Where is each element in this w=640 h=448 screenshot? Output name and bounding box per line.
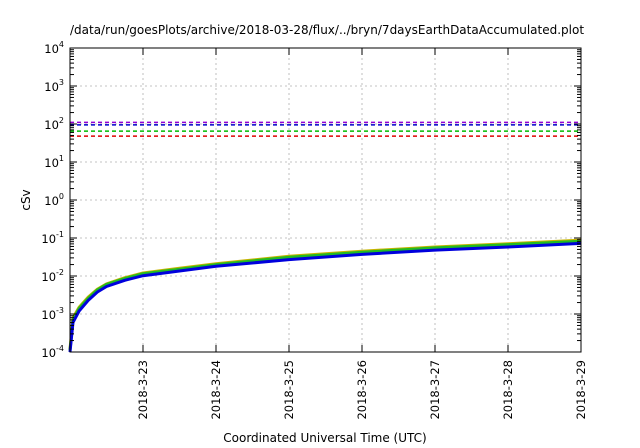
series-line [68,241,582,353]
y-tick-label: 104 [44,40,64,56]
y-tick-label: 102 [44,116,64,132]
threshold-lines [70,121,581,137]
y-tick-label: 10-4 [41,344,64,360]
chart-title: /data/run/goesPlots/archive/2018-03-28/f… [70,23,584,37]
x-tick-label: 2018-3-25 [282,360,296,420]
grid [70,48,581,352]
x-tick-label: 2018-3-28 [501,360,515,420]
x-tick-label: 2018-3-26 [355,360,369,420]
y-tick-label: 103 [44,78,64,94]
x-axis-label: Coordinated Universal Time (UTC) [223,431,426,445]
series-line [68,239,582,351]
x-tick-label: 2018-3-23 [136,360,150,420]
x-tick-label: 2018-3-24 [209,360,223,420]
y-axis-label: cSv [19,189,33,210]
x-tick-label: 2018-3-29 [574,360,588,420]
y-tick-label: 10-3 [41,306,64,322]
y-axis-ticks: 10-4 10-3 10-2 10-1 100 101 102 103 104 [41,40,581,360]
y-tick-label: 10-2 [41,268,64,284]
y-tick-label: 10-1 [41,230,64,246]
y-tick-label: 101 [44,154,64,170]
y-tick-label: 100 [44,192,64,208]
x-tick-label: 2018-3-27 [428,360,442,420]
x-axis-ticks: 2018-3-23 2018-3-24 2018-3-25 2018-3-26 2018… [136,48,588,420]
series-lines [68,238,582,353]
